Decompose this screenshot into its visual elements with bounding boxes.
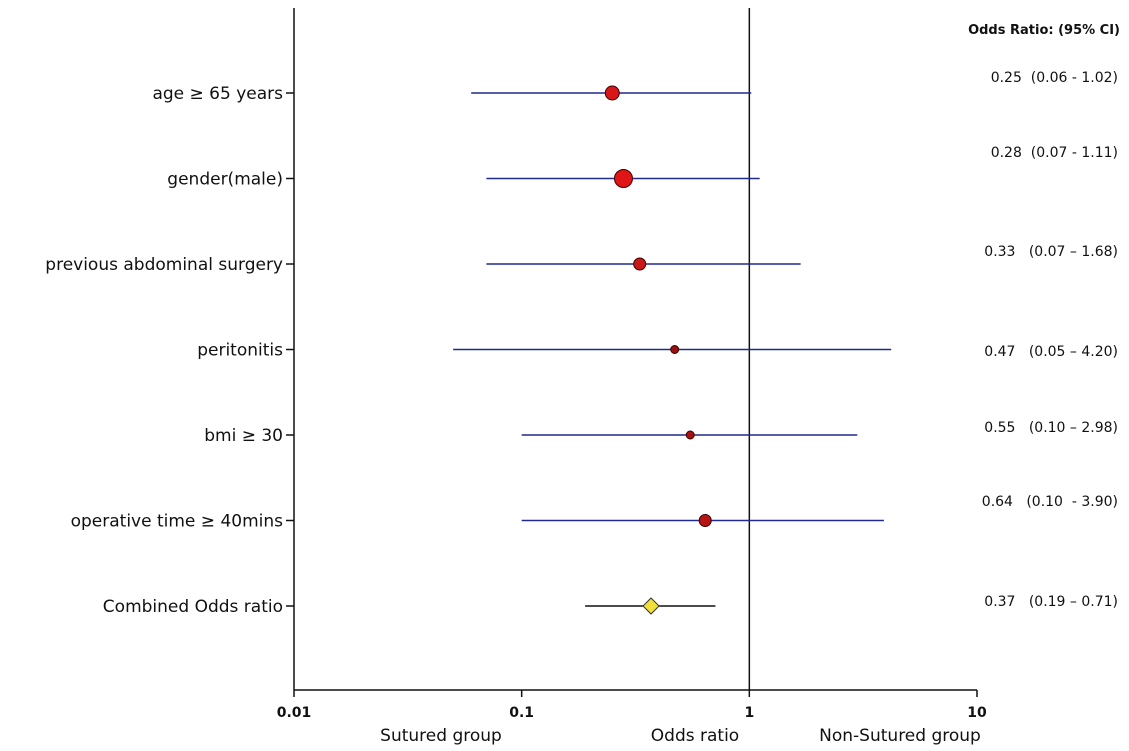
row-label: previous abdominal surgery <box>45 255 283 275</box>
right-group-label: Non-Sutured group <box>819 726 981 746</box>
forest-row: peritonitis 0.47 (0.05 – 4.20) <box>197 341 1118 361</box>
ci-text: 0.64 (0.10 - 3.90) <box>982 494 1118 510</box>
point-estimate <box>633 257 647 271</box>
ci-text: 0.33 (0.07 – 1.68) <box>984 244 1118 260</box>
point-estimate <box>685 430 695 440</box>
forest-rows: age ≥ 65 years 0.25 (0.06 - 1.02) gender(m… <box>45 70 1118 617</box>
forest-row: Combined Odds ratio 0.37 (0.19 – 0.71) <box>103 594 1118 617</box>
x-ticks: 0.01 0.1 1 10 <box>277 690 987 721</box>
point-estimate <box>613 169 633 188</box>
row-label: age ≥ 65 years <box>152 84 283 104</box>
row-label: operative time ≥ 40mins <box>71 512 284 532</box>
x-axis-title: Odds ratio <box>651 726 739 746</box>
ci-text: 0.28 (0.07 - 1.11) <box>991 145 1118 161</box>
row-label: peritonitis <box>197 341 283 361</box>
forest-row: bmi ≥ 30 0.55 (0.10 – 2.98) <box>204 420 1118 446</box>
ci-text: 0.37 (0.19 – 0.71) <box>984 594 1118 610</box>
forest-row: gender(male) 0.28 (0.07 - 1.11) <box>167 145 1118 190</box>
point-estimate <box>604 85 620 101</box>
forest-row: operative time ≥ 40mins 0.64 (0.10 - 3.90… <box>71 494 1118 532</box>
row-label: Combined Odds ratio <box>103 597 283 617</box>
x-tick-label: 1 <box>744 705 754 721</box>
ci-text: 0.25 (0.06 - 1.02) <box>991 70 1118 86</box>
ci-header: Odds Ratio: (95% CI) <box>968 23 1120 38</box>
row-label: bmi ≥ 30 <box>204 426 283 446</box>
point-estimate <box>670 345 680 354</box>
left-group-label: Sutured group <box>380 726 502 746</box>
point-estimate-diamond <box>642 597 660 615</box>
row-label: gender(male) <box>167 170 283 190</box>
ci-text: 0.47 (0.05 – 4.20) <box>984 344 1118 360</box>
x-tick-label: 0.1 <box>509 705 534 721</box>
point-estimate <box>698 514 712 527</box>
forest-row: previous abdominal surgery 0.33 (0.07 – 1… <box>45 244 1118 275</box>
forest-row: age ≥ 65 years 0.25 (0.06 - 1.02) <box>152 70 1118 104</box>
x-tick-label: 0.01 <box>277 705 312 721</box>
ci-text: 0.55 (0.10 – 2.98) <box>984 420 1118 436</box>
x-tick-label: 10 <box>967 705 987 721</box>
